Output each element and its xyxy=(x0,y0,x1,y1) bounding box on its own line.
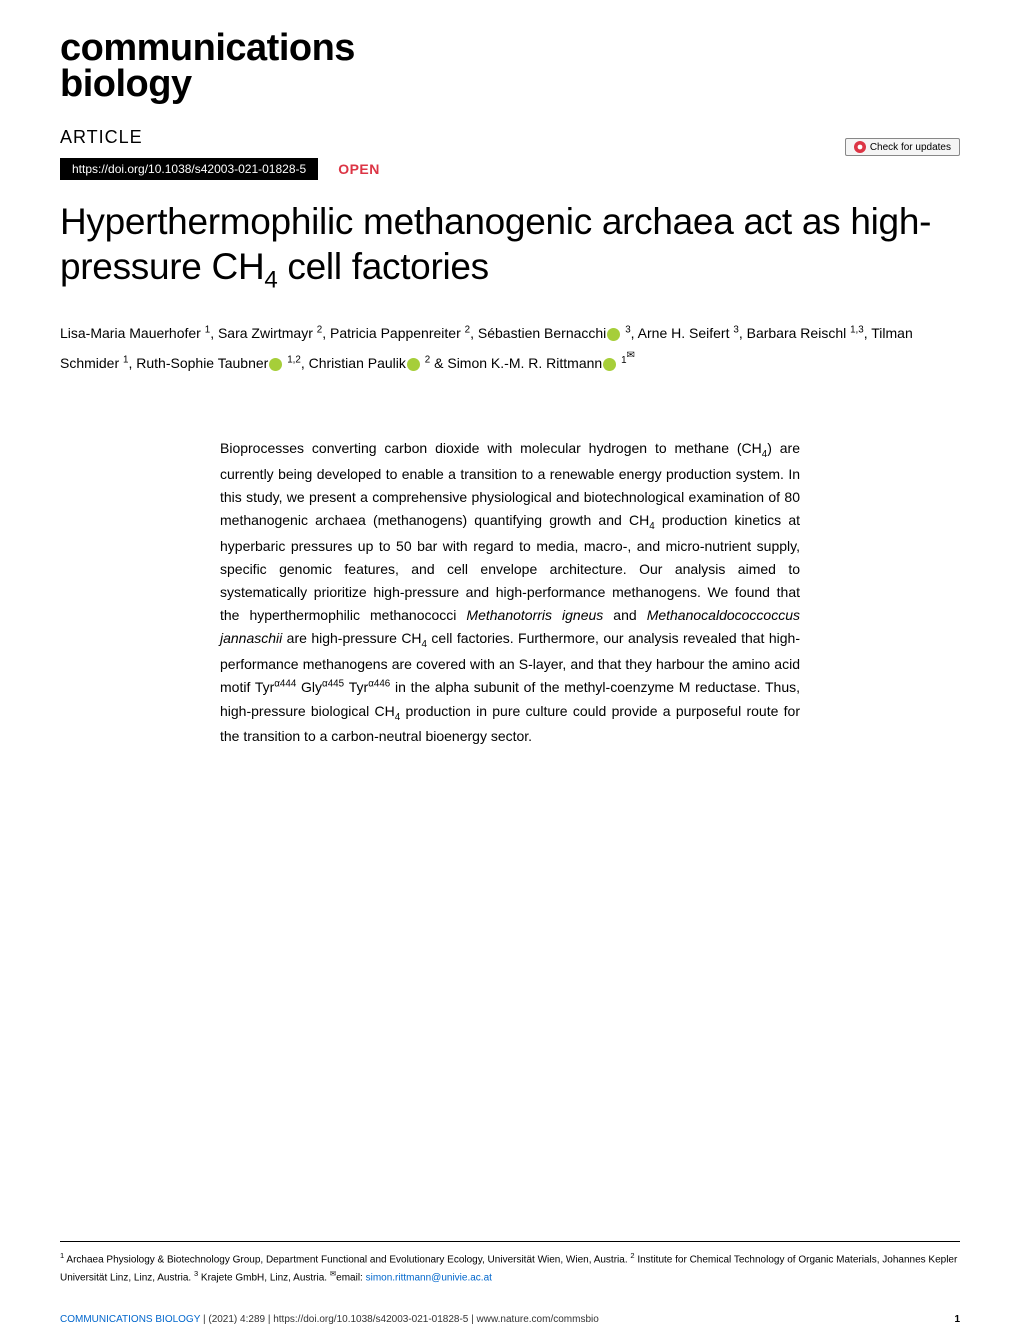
author-affiliation-ref: 1 xyxy=(123,355,128,366)
orcid-icon[interactable] xyxy=(603,358,616,371)
doi-link[interactable]: https://doi.org/10.1038/s42003-021-01828… xyxy=(60,158,318,180)
article-label: ARTICLE xyxy=(60,127,960,148)
author-name: Barbara Reischl xyxy=(747,325,847,341)
author-affiliation-ref: 1,2 xyxy=(287,355,301,366)
email-prefix: email: xyxy=(336,1272,365,1283)
page-footer: COMMUNICATIONS BIOLOGY | (2021) 4:289 | … xyxy=(60,1314,960,1325)
author-affiliation-ref: 1✉ xyxy=(621,355,635,366)
page-number: 1 xyxy=(954,1314,960,1325)
abstract: Bioprocesses converting carbon dioxide w… xyxy=(220,437,800,749)
corresponding-email[interactable]: simon.rittmann@univie.ac.at xyxy=(366,1272,492,1283)
author-name: Arne H. Seifert xyxy=(638,325,730,341)
author-affiliation-ref: 2 xyxy=(465,324,470,335)
author-name: Sébastien Bernacchi xyxy=(478,325,606,341)
journal-name: communications biology xyxy=(60,30,960,102)
author-name: Simon K.-M. R. Rittmann xyxy=(447,355,602,371)
author-affiliation-ref: 1 xyxy=(205,324,210,335)
footer-citation: | (2021) 4:289 | https://doi.org/10.1038… xyxy=(200,1314,599,1325)
affiliation-1-text: Archaea Physiology & Biotechnology Group… xyxy=(64,1255,630,1266)
author-name: Lisa-Maria Mauerhofer xyxy=(60,325,201,341)
orcid-icon[interactable] xyxy=(607,328,620,341)
journal-name-line1: communications xyxy=(60,30,960,66)
author-affiliation-ref: 1,3 xyxy=(850,324,864,335)
author-name: Sara Zwirtmayr xyxy=(218,325,313,341)
title-part2: cell factories xyxy=(277,246,488,287)
footer-journal: COMMUNICATIONS BIOLOGY xyxy=(60,1314,200,1325)
check-updates-icon xyxy=(854,141,866,153)
doi-open-row: https://doi.org/10.1038/s42003-021-01828… xyxy=(60,158,960,180)
author-affiliation-ref: 2 xyxy=(317,324,322,335)
check-updates-label: Check for updates xyxy=(870,142,951,153)
author-affiliation-ref: 3 xyxy=(733,324,738,335)
affiliation-3-text: Krajete GmbH, Linz, Austria. xyxy=(198,1272,330,1283)
author-affiliation-ref: 3 xyxy=(625,324,630,335)
authors-list: Lisa-Maria Mauerhofer 1, Sara Zwirtmayr … xyxy=(60,320,960,377)
check-updates-button[interactable]: Check for updates xyxy=(845,138,960,156)
title-subscript: 4 xyxy=(264,266,277,293)
author-name: Christian Paulik xyxy=(309,355,406,371)
open-access-label: OPEN xyxy=(338,161,380,177)
author-name: Ruth-Sophie Taubner xyxy=(136,355,268,371)
affiliations: 1 Archaea Physiology & Biotechnology Gro… xyxy=(60,1241,960,1285)
author-name: Patricia Pappenreiter xyxy=(330,325,461,341)
footer-left: COMMUNICATIONS BIOLOGY | (2021) 4:289 | … xyxy=(60,1314,599,1325)
orcid-icon[interactable] xyxy=(269,358,282,371)
envelope-icon: ✉ xyxy=(627,346,635,365)
journal-name-line2: biology xyxy=(60,66,960,102)
title-part1: Hyperthermophilic methanogenic archaea a… xyxy=(60,201,931,286)
author-affiliation-ref: 2 xyxy=(425,355,430,366)
orcid-icon[interactable] xyxy=(407,358,420,371)
article-title: Hyperthermophilic methanogenic archaea a… xyxy=(60,200,960,295)
